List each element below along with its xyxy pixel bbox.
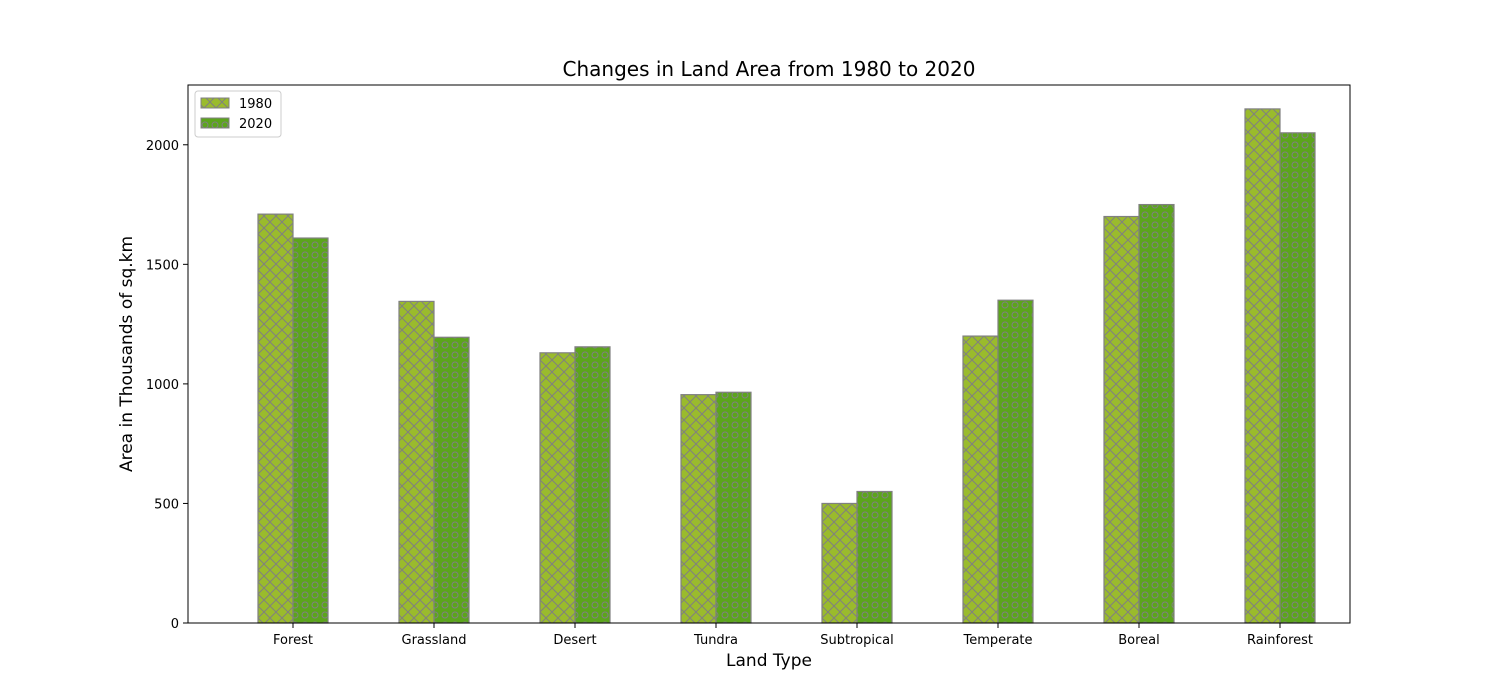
legend-swatch-2020	[200, 117, 230, 129]
bar-1980-rainforest	[1244, 108, 1281, 624]
bar-1980-desert	[539, 352, 576, 624]
x-tick-label: Desert	[553, 633, 596, 648]
bar-1980-tundra	[680, 394, 717, 624]
x-axis-title: Land Type	[726, 651, 812, 671]
bar-2020-tundra	[715, 391, 752, 624]
bar-1980-temperate	[962, 335, 999, 624]
x-tick-label: Temperate	[962, 633, 1032, 648]
x-tick-label: Rainforest	[1247, 633, 1313, 648]
bar-2020-forest	[292, 237, 329, 624]
x-tick-label: Boreal	[1118, 633, 1160, 648]
y-axis-title: Area in Thousands of sq.km	[117, 236, 137, 472]
x-axis-ticks: Forest Grassland Desert Tundra Subtropical Te…	[273, 623, 1313, 648]
bar-2020-desert	[574, 346, 611, 624]
x-tick-label: Subtropical	[820, 633, 893, 648]
bar-1980-forest	[257, 213, 294, 624]
bar-2020-temperate	[997, 299, 1034, 624]
y-tick-label: 500	[154, 497, 179, 512]
y-tick-label: 1000	[146, 378, 179, 393]
bar-2020-grassland	[433, 336, 470, 624]
bar-2020-rainforest	[1279, 132, 1316, 624]
y-axis-ticks: 0 500 1000 1500 2000	[146, 139, 188, 632]
legend-label-2020: 2020	[239, 117, 272, 132]
x-tick-label: Tundra	[693, 633, 738, 648]
plot-frame	[187, 84, 1351, 624]
legend-swatch-1980	[200, 97, 230, 109]
y-tick-label: 0	[171, 617, 179, 632]
x-tick-label: Forest	[273, 633, 313, 648]
bar-1980-boreal	[1103, 215, 1140, 624]
x-tick-label: Grassland	[402, 633, 467, 648]
legend-label-1980: 1980	[239, 97, 272, 112]
bars-group	[257, 108, 1316, 624]
legend: 1980 2020	[194, 90, 282, 138]
y-tick-label: 1500	[146, 258, 179, 273]
y-tick-label: 2000	[146, 139, 179, 154]
bar-2020-subtropical	[856, 490, 893, 624]
bar-1980-grassland	[398, 300, 435, 624]
bar-2020-boreal	[1138, 203, 1175, 624]
bar-1980-subtropical	[821, 502, 858, 624]
chart-title: Changes in Land Area from 1980 to 2020	[563, 57, 976, 81]
